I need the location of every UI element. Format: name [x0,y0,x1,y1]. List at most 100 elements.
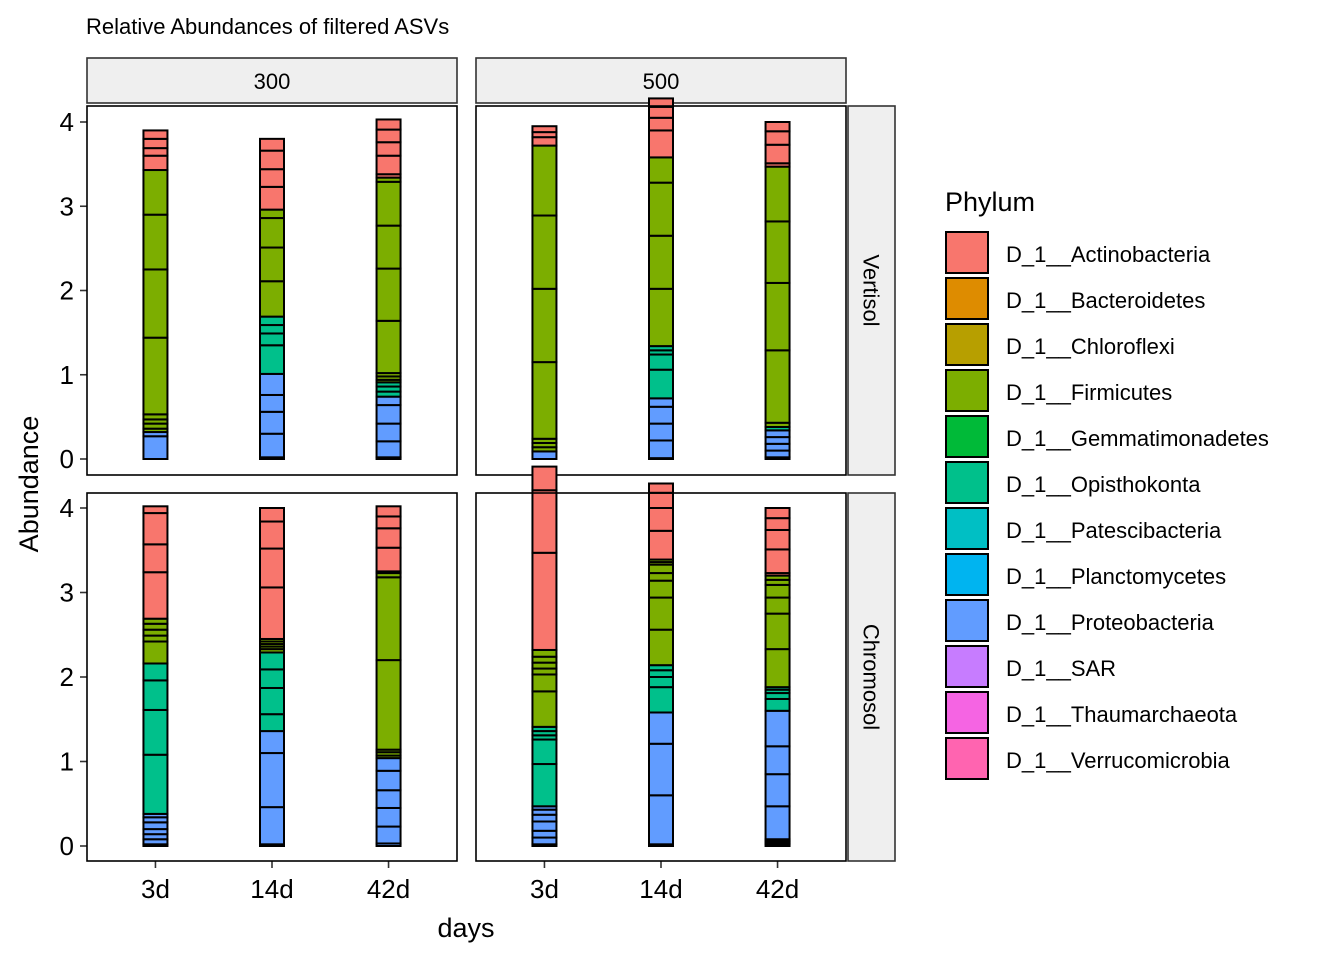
bar-segment [648,572,674,582]
bar-segment [648,579,674,599]
bar-segment [259,507,285,523]
bar-segment [375,128,402,144]
bar-segment [648,686,674,714]
bar-segment [259,586,285,640]
legend: Phylum D_1__Actinobacteria D_1__Bacteroid… [945,187,1269,780]
bar-segment [259,752,285,809]
legend-swatch [945,691,989,734]
bar-segment [375,440,402,459]
bar-segment [648,482,674,494]
facet-strip-row [847,105,896,476]
bar-segment [375,404,402,425]
bar-segment [764,528,791,551]
bar-segment [259,686,285,716]
y-tick-label: 2 [60,276,74,306]
y-tick-label: 4 [60,107,74,137]
legend-swatch [945,323,989,366]
panel-300-chromosol [86,492,458,862]
bar-segment [375,118,402,131]
bar-segment [648,129,674,159]
bar-segment [375,141,402,157]
bar-segment [648,669,674,678]
bar-segment [259,344,285,375]
bar-segment [531,551,558,651]
bar-segment [764,220,791,284]
legend-entry-label: D_1__Gemmatimonadetes [1006,426,1269,451]
bar-segment [142,640,169,665]
bar-segment [764,805,791,841]
bar-segment [764,436,791,445]
bar-segment [648,353,674,371]
x-tick-label: 42d [367,874,410,904]
bar-segment [375,224,402,270]
panel-500-chromosol [475,465,847,862]
bar-segment [764,130,791,146]
bar-segment [531,813,558,823]
bar-segment [648,368,674,400]
panel-border [475,105,847,476]
facet-strip-column [475,57,847,104]
panel-300-vertisol [86,105,458,476]
legend-swatch [945,507,989,550]
panel-border [475,492,847,862]
bar-segment [142,129,169,140]
bar-segment [259,280,285,318]
bar-segment [531,136,558,147]
facet-label-column: 300 [254,69,291,94]
bar-segment [648,97,674,108]
bar-segment [764,648,791,689]
bar-segment [142,268,169,339]
bar-segment [764,121,791,133]
bar-segment [764,612,791,651]
bar-segment [531,673,558,693]
y-tick-label: 4 [60,493,74,523]
bar-segment [648,563,674,575]
legend-entry-label: D_1__Actinobacteria [1006,242,1211,267]
panel-border [86,105,458,476]
bar-segment [259,432,285,459]
bar-segment [142,435,169,461]
bar-segment [764,745,791,776]
legend-entry-label: D_1__Verrucomicrobia [1006,748,1231,773]
y-tick-label: 3 [60,578,74,608]
bar-segment [648,156,674,184]
bar-segment [259,217,285,249]
bar-segment [764,697,791,712]
bar-segment [531,361,558,440]
legend-swatch [945,369,989,412]
bar-segment [375,527,402,549]
bar-segment [375,576,402,662]
bar-segment [764,281,791,352]
legend-swatch [945,553,989,596]
x-axis-label: days [437,913,494,943]
bar-segment [259,372,285,396]
bar-segment [259,185,285,211]
x-tick-label: 42d [756,874,799,904]
bar-segment [375,769,402,792]
bar-segment [375,180,402,227]
panel-border [86,492,458,862]
bar-segment [531,738,558,766]
bar-segment [375,319,402,375]
bar-segment [142,147,169,157]
bar-segment [764,442,791,452]
bar-segment [142,821,169,831]
bar-segment [648,742,674,797]
bar-segment [142,137,169,150]
bar-segment [259,806,285,846]
bar-segment [531,125,558,134]
bar-segment [375,825,402,845]
legend-entry-label: D_1__Bacteroidetes [1006,288,1205,313]
bar-segment [142,169,169,216]
bar-segment [259,393,285,413]
bar-segment [375,806,402,828]
bar-segment [648,529,674,561]
legend-swatch [945,645,989,688]
bar-segment [259,730,285,755]
bar-segment [764,449,791,459]
bar-segment [142,512,169,546]
bar-segment [259,324,285,335]
bar-segment [259,137,285,152]
chart-title: Relative Abundances of filtered ASVs [86,14,449,39]
